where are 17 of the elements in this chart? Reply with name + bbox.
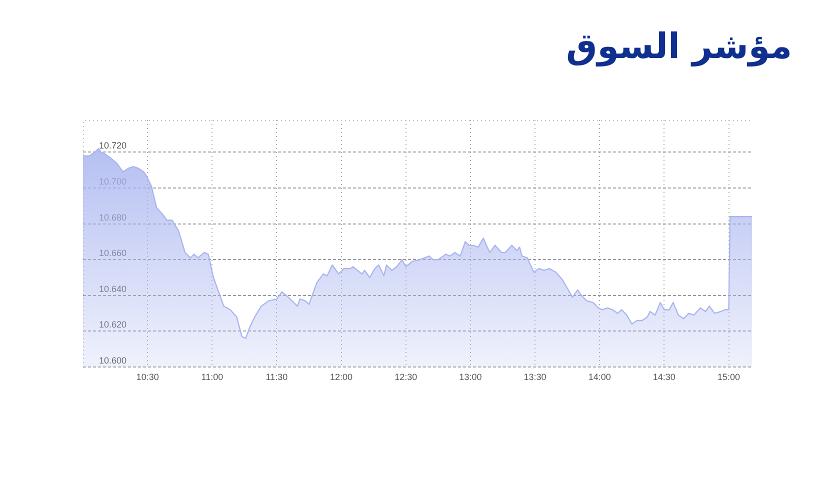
x-tick-label: 13:30 <box>524 372 546 382</box>
y-tick-label: 10.640 <box>99 284 127 294</box>
x-tick-label: 15:00 <box>717 372 740 382</box>
y-tick-label: 10.660 <box>99 248 127 258</box>
x-tick-label: 14:30 <box>652 372 676 382</box>
x-tick-label: 12:30 <box>394 372 418 382</box>
y-tick-label: 10.620 <box>99 320 127 330</box>
y-tick-label: 10.680 <box>99 212 127 222</box>
chart-title: مؤشر السوق <box>566 26 792 69</box>
y-tick-label: 10.600 <box>99 355 127 366</box>
x-tick-label: 11:30 <box>266 372 288 382</box>
y-tick-label: 10.720 <box>99 140 127 151</box>
x-tick-label: 13:00 <box>459 372 482 382</box>
x-tick-label: 14:00 <box>588 372 611 382</box>
x-tick-label: 10:30 <box>136 372 159 382</box>
x-tick-label: 12:00 <box>330 372 353 382</box>
x-tick-label: 11:00 <box>201 372 224 382</box>
